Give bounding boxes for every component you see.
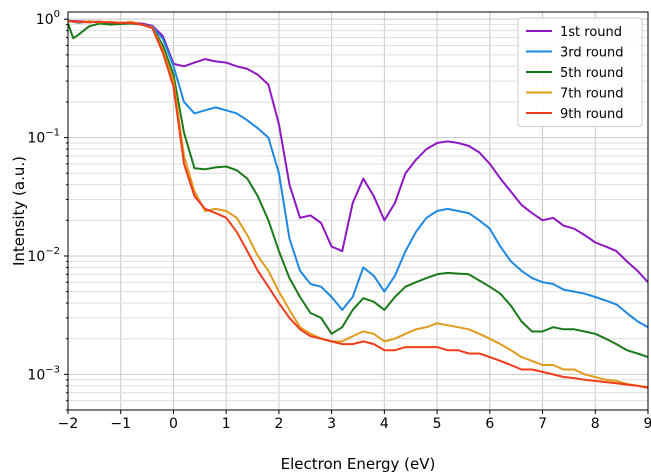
series-line-5 bbox=[68, 20, 648, 389]
x-tick-label: −2 bbox=[58, 416, 79, 432]
legend-label: 5th round bbox=[560, 66, 623, 81]
x-tick-label: 1 bbox=[222, 416, 231, 432]
x-tick-label: 7 bbox=[538, 416, 547, 432]
x-tick-label: 5 bbox=[433, 416, 442, 432]
x-tick-label: 2 bbox=[274, 416, 283, 432]
series-line-2 bbox=[68, 19, 648, 329]
x-tick-label: 4 bbox=[380, 416, 389, 432]
legend-label: 3rd round bbox=[560, 46, 624, 61]
series-line-1 bbox=[68, 19, 648, 283]
x-tick-label: 6 bbox=[485, 416, 494, 432]
x-tick-label: 9 bbox=[644, 416, 651, 432]
x-tick-label: 8 bbox=[591, 416, 600, 432]
legend-box bbox=[517, 17, 643, 127]
legend: 1st round 3rd round 5th round 7th round 9th … bbox=[517, 17, 643, 127]
x-tick-label: 3 bbox=[327, 416, 336, 432]
x-axis-label: Electron Energy (eV) bbox=[281, 455, 436, 473]
legend-label: 1st round bbox=[560, 25, 622, 40]
plot-frame bbox=[67, 11, 649, 411]
x-tick-label: −1 bbox=[110, 416, 131, 432]
legend-label: 9th round bbox=[560, 107, 623, 122]
series-layer bbox=[68, 19, 648, 389]
x-tick-label: 0 bbox=[169, 416, 178, 432]
legend-label: 7th round bbox=[560, 87, 623, 102]
y-axis-label: Intensity (a.u.) bbox=[10, 156, 28, 266]
